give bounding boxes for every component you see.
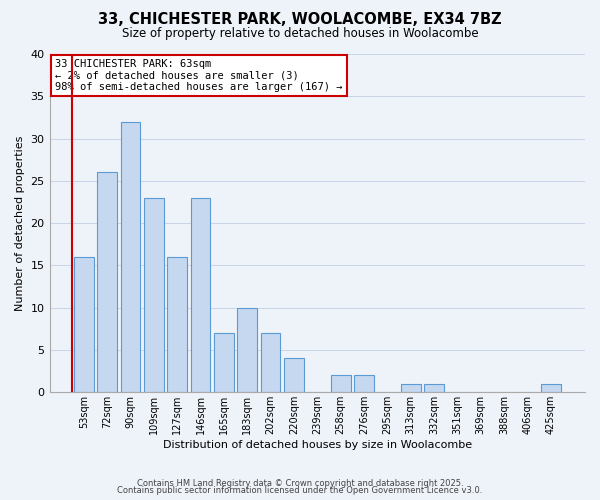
Bar bbox=[121, 122, 140, 392]
Bar bbox=[260, 333, 280, 392]
Bar bbox=[284, 358, 304, 392]
Bar bbox=[238, 308, 257, 392]
Text: Contains HM Land Registry data © Crown copyright and database right 2025.: Contains HM Land Registry data © Crown c… bbox=[137, 478, 463, 488]
Text: 33 CHICHESTER PARK: 63sqm
← 2% of detached houses are smaller (3)
98% of semi-de: 33 CHICHESTER PARK: 63sqm ← 2% of detach… bbox=[55, 59, 343, 92]
Text: 33, CHICHESTER PARK, WOOLACOMBE, EX34 7BZ: 33, CHICHESTER PARK, WOOLACOMBE, EX34 7B… bbox=[98, 12, 502, 28]
Y-axis label: Number of detached properties: Number of detached properties bbox=[15, 136, 25, 311]
Bar bbox=[167, 257, 187, 392]
Bar bbox=[214, 333, 234, 392]
Bar bbox=[97, 172, 117, 392]
Text: Contains public sector information licensed under the Open Government Licence v3: Contains public sector information licen… bbox=[118, 486, 482, 495]
Bar bbox=[144, 198, 164, 392]
Bar bbox=[401, 384, 421, 392]
Text: Size of property relative to detached houses in Woolacombe: Size of property relative to detached ho… bbox=[122, 28, 478, 40]
Bar bbox=[191, 198, 211, 392]
Bar bbox=[541, 384, 560, 392]
Bar bbox=[331, 376, 350, 392]
Bar bbox=[74, 257, 94, 392]
X-axis label: Distribution of detached houses by size in Woolacombe: Distribution of detached houses by size … bbox=[163, 440, 472, 450]
Bar bbox=[354, 376, 374, 392]
Bar bbox=[424, 384, 444, 392]
